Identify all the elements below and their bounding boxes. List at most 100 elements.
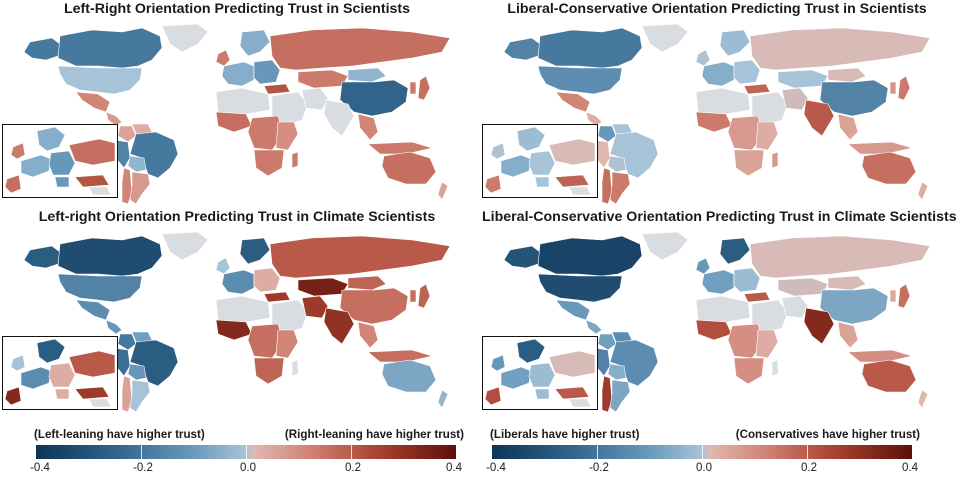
country-southeast-asia <box>357 321 379 349</box>
country-iran <box>301 295 329 319</box>
inset-country-russia <box>68 350 116 378</box>
country-colombia <box>597 125 617 143</box>
country-australia <box>381 359 437 393</box>
inset-country-west-africa <box>484 386 502 406</box>
world-map <box>503 231 931 412</box>
country-kazakhstan <box>777 69 829 89</box>
inset-country-west-africa <box>484 174 502 194</box>
panel-title: Liberal-Conservative Orientation Predict… <box>507 1 927 17</box>
country-brazil <box>609 131 659 179</box>
legend-left-label: (Left-leaning have higher trust) <box>34 428 205 441</box>
panel-title: Left-Right Orientation Predicting Trust … <box>63 1 411 17</box>
country-india <box>323 99 355 137</box>
country-east-africa <box>755 329 779 359</box>
map-panel-lc-trust-scientists: Liberal-Conservative Orientation Predict… <box>482 0 952 215</box>
legend-left-label: (Liberals have higher trust) <box>490 428 640 441</box>
country-argentina <box>129 171 151 204</box>
country-kazakhstan <box>297 69 349 89</box>
inset-country-scandinavia <box>516 126 546 152</box>
country-madagascar <box>771 151 779 169</box>
country-colombia <box>117 125 137 143</box>
country-west-europe <box>221 269 255 295</box>
inset-country-turkey <box>74 174 110 188</box>
country-colombia <box>597 333 617 351</box>
inset-country-west-europe <box>20 366 52 390</box>
country-south-africa <box>253 357 285 385</box>
country-west-africa <box>695 319 733 341</box>
country-east-africa <box>275 329 299 359</box>
country-bolivia <box>127 363 147 381</box>
country-middle-east <box>751 91 789 127</box>
country-colombia <box>117 333 137 351</box>
country-chile <box>601 375 613 412</box>
country-uk-ireland <box>695 257 711 275</box>
country-india <box>803 307 835 345</box>
legend-right-label: (Right-leaning have higher trust) <box>284 428 464 441</box>
country-turkey <box>263 291 291 303</box>
country-alaska <box>503 37 541 61</box>
country-japan <box>417 75 431 101</box>
country-east-africa <box>275 121 299 151</box>
tick-mark <box>597 445 598 459</box>
country-uk-ireland <box>215 257 231 275</box>
country-greenland <box>641 23 689 53</box>
inset-country-west-europe <box>20 154 52 178</box>
inset-country-east-europe <box>534 388 550 400</box>
europe-inset <box>2 336 118 410</box>
inset-country-west-africa <box>4 386 22 406</box>
tick-label: -0.2 <box>589 462 609 474</box>
inset-country-east-europe <box>48 362 76 388</box>
country-brazil <box>129 339 179 387</box>
country-argentina <box>609 379 631 412</box>
map-panel-lc-trust-climate-scientists: Liberal-Conservative Orientation Predict… <box>482 208 957 423</box>
tick-mark <box>351 445 352 459</box>
country-new-zealand <box>917 181 929 201</box>
inset-country-west-africa <box>4 174 22 194</box>
country-middle-east <box>751 299 789 335</box>
country-russia <box>269 235 451 279</box>
country-mexico <box>75 299 111 321</box>
country-kazakhstan <box>297 277 349 297</box>
country-nw-africa <box>215 295 271 323</box>
inset-country-east-europe <box>54 176 70 188</box>
country-indonesia <box>367 141 433 155</box>
country-new-zealand <box>437 389 449 409</box>
country-scandinavia <box>719 29 751 57</box>
tick-label: -0.2 <box>133 462 153 474</box>
country-australia <box>861 151 917 185</box>
country-korea <box>409 81 417 95</box>
country-usa <box>57 65 143 95</box>
legend-right-label: (Conservatives have higher trust) <box>735 428 920 441</box>
tick-mark <box>246 445 247 459</box>
europe-inset <box>2 124 118 198</box>
tick-label: -0.4 <box>486 462 506 474</box>
country-bolivia <box>607 363 627 381</box>
country-mexico <box>75 91 111 113</box>
country-iran <box>781 87 809 111</box>
country-mongolia <box>827 275 867 291</box>
tick-label: -0.4 <box>30 462 50 474</box>
country-russia <box>749 235 931 279</box>
country-scandinavia <box>719 237 751 265</box>
tick-label: 0.2 <box>801 462 817 474</box>
country-japan <box>897 283 911 309</box>
inset-country-scandinavia <box>516 338 546 364</box>
inset-country-uk-ireland <box>10 354 26 372</box>
country-southeast-asia <box>837 321 859 349</box>
country-madagascar <box>291 359 299 377</box>
country-new-zealand <box>437 181 449 201</box>
country-korea <box>889 81 897 95</box>
country-japan <box>897 75 911 101</box>
country-turkey <box>743 83 771 95</box>
inset-country-east-europe <box>534 176 550 188</box>
country-greenland <box>161 231 209 261</box>
panel-title: Liberal-Conservative Orientation Predict… <box>482 209 957 225</box>
tick-label: 0.4 <box>902 462 918 474</box>
inset-country-middle-east <box>88 186 112 196</box>
country-australia <box>861 359 917 393</box>
country-scandinavia <box>239 29 271 57</box>
country-usa <box>57 273 143 303</box>
country-west-africa <box>695 111 733 133</box>
country-turkey <box>743 291 771 303</box>
country-korea <box>409 289 417 303</box>
